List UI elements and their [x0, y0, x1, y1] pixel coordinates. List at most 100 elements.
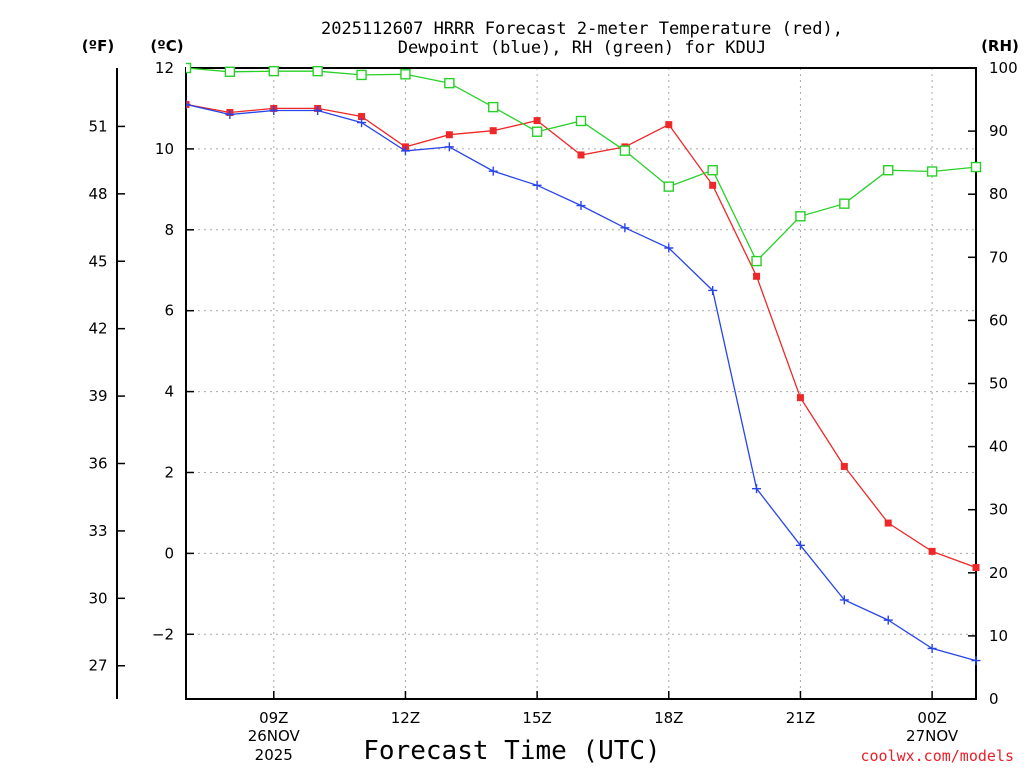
x-axis-title: Forecast Time (UTC) [363, 736, 660, 766]
celsius-tick-label: 10 [155, 140, 174, 158]
temperature-point [972, 564, 980, 572]
dewpoint-point [313, 105, 323, 115]
rh-tick-label: 20 [989, 564, 1008, 582]
dewpoint-point [664, 243, 674, 253]
rh-point [224, 66, 236, 77]
rh-point [186, 62, 192, 74]
celsius-tick-label: 2 [164, 463, 174, 481]
temperature-point [533, 117, 541, 125]
date-label: 27NOV [906, 727, 959, 745]
dewpoint-point [883, 615, 893, 625]
temperature-point [840, 462, 848, 470]
chart-title-line2: Dewpoint (blue), RH (green) for KDUJ [398, 38, 766, 58]
rh-tick-label: 60 [989, 311, 1008, 329]
rh-point [575, 115, 587, 127]
grid [186, 67, 976, 699]
rh-point [488, 101, 499, 113]
dewpoint-point [444, 142, 454, 152]
celsius-tick-label: 4 [164, 383, 174, 401]
rh-point [312, 65, 323, 77]
dewpoint-point [795, 540, 805, 550]
temperature-point [489, 127, 497, 135]
dewpoint-point [532, 180, 542, 190]
rh-point [268, 65, 279, 77]
temperature-point [928, 547, 936, 555]
source-credit: coolwx.com/models [860, 747, 1014, 765]
temperature-point [753, 272, 761, 280]
celsius-tick-label: −2 [152, 625, 174, 643]
temperature-point [709, 181, 717, 189]
time-tick-label: 21Z [786, 709, 815, 727]
dewpoint-line [186, 103, 977, 662]
time-tick-label: 15Z [522, 709, 551, 727]
rh-point [619, 145, 631, 156]
temperature-point [577, 151, 585, 159]
fahrenheit-unit-label: (ºF) [82, 37, 114, 55]
celsius-tick-label: 6 [164, 302, 174, 320]
rh-tick-label: 80 [989, 185, 1008, 203]
rh-tick-label: 40 [989, 438, 1008, 456]
rh-tick-label: 70 [989, 248, 1008, 266]
dewpoint-point [576, 201, 586, 211]
series-rh [186, 62, 982, 267]
year-label: 2025 [255, 746, 293, 764]
chart-title-line1: 2025112607 HRRR Forecast 2-meter Tempera… [321, 19, 843, 39]
rh-tick-label: 90 [989, 122, 1008, 140]
rh-point [531, 126, 543, 137]
rh-point [400, 69, 411, 80]
temperature-line [186, 103, 977, 569]
rh-tick-label: 100 [989, 59, 1018, 77]
axes: 121086420−251484542393633302710090807060… [88, 59, 1017, 764]
rh-tick-label: 10 [989, 627, 1008, 645]
time-tick-label: 00Z [917, 709, 946, 727]
fahrenheit-tick-label: 45 [88, 252, 107, 270]
dewpoint-point [400, 146, 410, 156]
temperature-point [358, 113, 366, 121]
rh-unit-label: (RH) [981, 37, 1019, 55]
rh-point [795, 211, 806, 222]
fahrenheit-tick-label: 36 [88, 454, 107, 472]
rh-line [186, 67, 977, 263]
fahrenheit-tick-label: 27 [88, 657, 107, 675]
rh-point [444, 77, 455, 89]
fahrenheit-tick-label: 42 [88, 320, 107, 338]
fahrenheit-tick-label: 30 [88, 589, 107, 607]
dewpoint-point [620, 223, 630, 233]
time-tick-label: 18Z [654, 709, 683, 727]
rh-point [751, 255, 762, 267]
plot-frame [185, 67, 977, 700]
temperature-point [884, 519, 892, 527]
series [186, 62, 982, 666]
rh-tick-label: 50 [989, 375, 1008, 393]
rh-point [663, 181, 674, 192]
dewpoint-point [357, 118, 367, 128]
series-dewpoint [186, 99, 981, 666]
rh-point [839, 198, 850, 209]
time-tick-label: 12Z [391, 709, 420, 727]
celsius-tick-label: 12 [155, 59, 174, 77]
fahrenheit-tick-label: 33 [88, 522, 107, 540]
time-tick-label: 09Z [259, 709, 288, 727]
dewpoint-point [269, 105, 279, 115]
celsius-unit-label: (ºC) [150, 37, 183, 55]
dewpoint-point [225, 110, 235, 120]
temperature-point [445, 131, 453, 139]
rh-point [926, 166, 938, 177]
fahrenheit-tick-label: 48 [88, 185, 107, 203]
series-temperature [186, 100, 980, 572]
rh-point [707, 165, 718, 176]
dewpoint-point [839, 595, 849, 605]
rh-point [970, 161, 982, 173]
temperature-point [796, 394, 804, 402]
date-label: 26NOV [248, 727, 301, 745]
celsius-tick-label: 8 [164, 221, 174, 239]
dewpoint-point [971, 656, 981, 666]
dewpoint-point [186, 99, 191, 109]
temperature-point [665, 121, 673, 129]
fahrenheit-tick-label: 51 [88, 117, 107, 135]
celsius-tick-label: 0 [164, 544, 174, 562]
rh-point [356, 69, 367, 81]
fahrenheit-tick-label: 39 [88, 387, 107, 405]
dewpoint-point [708, 285, 718, 295]
